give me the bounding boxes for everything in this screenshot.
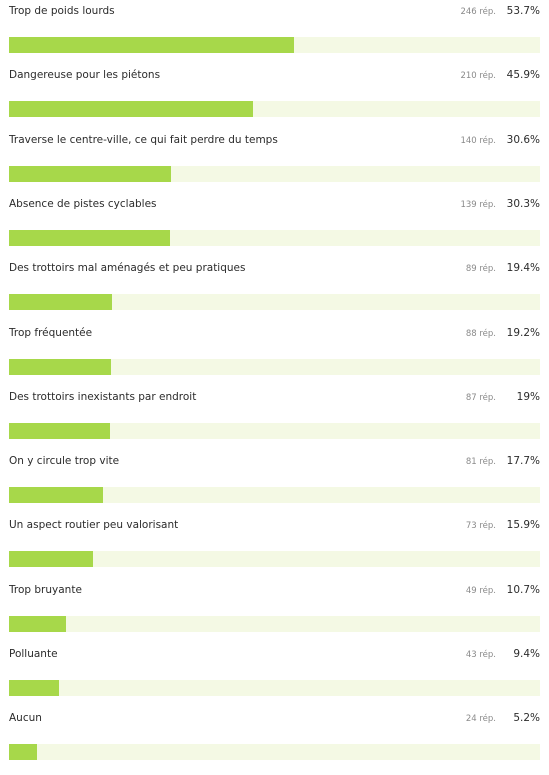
result-row: Absence de pistes cyclables 139 rép. 30.3% <box>0 197 549 261</box>
bar-track <box>9 487 540 504</box>
result-row: On y circule trop vite 81 rép. 17.7% <box>0 454 549 518</box>
result-row: Un aspect routier peu valorisant 73 rép. 1… <box>0 518 549 582</box>
option-label: Aucun <box>9 712 42 725</box>
percent-value: 53.7% <box>506 5 540 17</box>
response-count: 24 rép. <box>465 714 496 725</box>
bar-track <box>9 37 540 53</box>
result-row: Trop bruyante 49 rép. 10.7% <box>0 583 549 647</box>
percent-value: 30.6% <box>506 133 540 146</box>
percent-value: 10.7% <box>506 583 540 596</box>
percent-value: 30.3% <box>506 197 540 210</box>
response-count: 49 rép. <box>465 585 496 596</box>
bar-track <box>9 358 540 375</box>
percent-value: 45.9% <box>506 69 540 82</box>
bar-fill <box>9 101 253 118</box>
result-row: Trop fréquentée 88 rép. 19.2% <box>0 326 549 390</box>
result-row: Trop de poids lourds 246 rép. 53.7% <box>0 4 549 68</box>
option-label: Trop fréquentée <box>9 326 93 339</box>
bar-fill <box>9 422 110 439</box>
bar-fill <box>9 37 295 53</box>
response-count: 210 rép. <box>460 71 496 82</box>
response-count: 88 rép. <box>465 328 496 339</box>
result-row: Des trottoirs inexistants par endroit 87 … <box>0 390 549 454</box>
result-row: Dangereuse pour les piétons 210 rép. 45.9% <box>0 68 549 132</box>
percent-value: 19% <box>516 390 540 403</box>
option-label: Trop de poids lourds <box>9 5 115 17</box>
option-label: Trop bruyante <box>9 583 82 596</box>
option-label: Absence de pistes cyclables <box>9 197 157 210</box>
bar-track <box>9 422 540 439</box>
option-label: On y circule trop vite <box>9 455 120 468</box>
response-count: 87 rép. <box>465 392 496 403</box>
bar-track <box>9 165 540 182</box>
bar-track <box>9 744 540 761</box>
bar-track <box>9 294 540 311</box>
bar-fill <box>9 358 111 375</box>
bar-fill <box>9 165 172 182</box>
response-count: 89 rép. <box>465 264 496 275</box>
bar-fill <box>9 229 170 246</box>
percent-value: 15.9% <box>506 519 540 532</box>
response-count: 43 rép. <box>465 650 496 660</box>
bar-track <box>9 680 540 696</box>
response-count: 81 rép. <box>465 457 496 468</box>
result-row: Aucun 24 rép. 5.2% <box>0 711 549 775</box>
percent-value: 17.7% <box>506 455 540 468</box>
option-label: Des trottoirs inexistants par endroit <box>9 390 197 403</box>
option-label: Un aspect routier peu valorisant <box>9 519 179 532</box>
bar-track <box>9 101 540 118</box>
option-label: Des trottoirs mal aménagés et peu pratiq… <box>9 262 246 275</box>
bar-track <box>9 615 540 632</box>
response-count: 246 rép. <box>460 7 496 17</box>
percent-value: 5.2% <box>513 712 540 725</box>
bar-fill <box>9 551 94 568</box>
response-count: 140 rép. <box>460 135 496 146</box>
bar-track <box>9 551 540 568</box>
result-row: Polluante 43 rép. 9.4% <box>0 647 549 711</box>
bar-fill <box>9 680 59 696</box>
bar-fill <box>9 294 112 311</box>
percent-value: 19.2% <box>506 326 540 339</box>
option-label: Traverse le centre-ville, ce qui fait pe… <box>9 133 278 146</box>
result-row: Des trottoirs mal aménagés et peu pratiq… <box>0 261 549 325</box>
percent-value: 19.4% <box>506 262 540 275</box>
percent-value: 9.4% <box>513 648 540 660</box>
option-label: Polluante <box>9 648 58 660</box>
response-count: 73 rép. <box>465 521 496 532</box>
response-count: 139 rép. <box>460 199 496 210</box>
result-row: Traverse le centre-ville, ce qui fait pe… <box>0 133 549 197</box>
bar-fill <box>9 744 37 761</box>
bar-fill <box>9 615 66 632</box>
bar-track <box>9 229 540 246</box>
poll-results: Trop de poids lourds 246 rép. 53.7% Dangere… <box>0 4 549 761</box>
bar-fill <box>9 487 103 504</box>
option-label: Dangereuse pour les piétons <box>9 69 161 82</box>
